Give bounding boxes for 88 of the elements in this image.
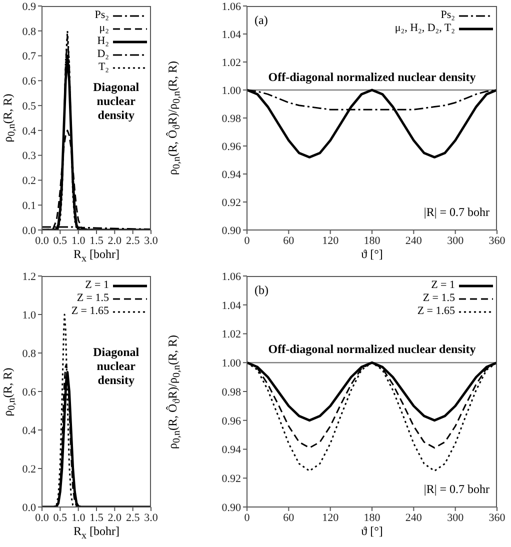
y-tick-label: 0.92 [222,473,241,486]
x-tick-label: 120 [322,512,340,524]
x-tick-label: 0 [244,234,250,247]
legend-label: Z = 1 [431,279,455,292]
y-tick-label: 1.00 [222,84,242,97]
x-axis-title: R$_{x}$ [bohr] [73,247,120,264]
y-tick-label: 0.96 [222,140,242,153]
x-tick-label: 1.0 [71,512,86,524]
y-tick-label: 1.02 [222,328,241,341]
x-tick-label: 3.0 [144,234,158,247]
y-tick-label: 0.90 [222,224,242,237]
x-tick-label: 240 [405,234,422,247]
x-tick-label: 180 [364,234,381,247]
x-tick-label: 240 [405,512,422,524]
x-tick-label: 0.0 [35,234,50,247]
x-axis-title: ϑ [°] [361,524,383,539]
x-tick-label: 1.0 [71,234,86,247]
legend-label: μ₂, H₂, D₂, T₂ [394,22,455,35]
legend-label: Z = 1.5 [76,292,109,305]
legend-label: Z = 1 [85,279,109,292]
x-tick-label: 300 [447,512,464,524]
y-tick-label: 0.2 [22,463,36,476]
legend-label: Z = 1.65 [71,305,109,318]
y-tick-label: 0.4 [22,424,36,437]
annotation: |R| = 0.7 bohr [424,482,490,496]
y-tick-label: 0.0 [22,502,36,514]
y-tick-label: 0.8 [22,26,36,38]
annotation: (a) [254,12,268,27]
y-tick-label: 0.5 [22,100,36,112]
y-tick-label: 0.94 [222,168,242,181]
y-tick-label: 0.94 [222,444,242,456]
x-tick-label: 0.5 [53,512,68,524]
x-tick-label: 0.0 [35,512,50,524]
y-tick-label: 0.92 [222,196,241,209]
x-tick-label: 180 [364,512,381,524]
y-tick-label: 0.9 [22,0,36,13]
y-tick-label: 0.8 [22,348,36,360]
x-tick-label: 360 [488,512,506,524]
x-tick-label: 2.5 [126,512,140,524]
y-tick-label: 1.0 [22,309,36,322]
annotation: Off-diagonal normalized nuclear density [268,342,476,356]
x-tick-label: 0 [244,512,250,524]
y-tick-label: 0.98 [222,386,242,398]
y-tick-label: 1.04 [222,28,242,41]
y-tick-label: 0.6 [22,386,36,398]
x-tick-label: 1.5 [90,512,104,524]
legend-label: Z = 1.5 [422,292,455,305]
y-tick-label: 1.04 [222,300,242,312]
legend-label: Ps₂ [440,9,455,22]
x-tick-label: 1.5 [90,234,104,247]
y-tick-label: 0.3 [22,150,36,162]
y-tick-label: 0.98 [222,112,242,125]
legend-label: H₂ [97,35,109,48]
y-tick-label: 0.6 [22,76,36,88]
x-tick-label: 300 [447,234,464,247]
y-tick-label: 0.2 [22,175,36,188]
y-tick-label: 0.0 [22,224,36,237]
x-tick-label: 3.0 [144,512,158,524]
y-tick-label: 1.06 [222,0,242,13]
x-tick-label: 60 [283,234,295,247]
x-tick-label: 0.5 [53,234,68,247]
x-tick-label: 2.0 [108,512,122,524]
legend-label: Ps₂ [94,9,109,22]
y-tick-label: 1.06 [222,270,242,283]
legend-label: T₂ [98,61,109,74]
annotation: |R| = 0.7 bohr [424,205,490,220]
x-tick-label: 360 [488,234,506,247]
y-tick-label: 1.00 [222,358,242,370]
y-tick-label: 0.90 [222,502,242,514]
y-tick-label: 1.2 [22,270,36,283]
legend-label: μ₂ [99,22,109,35]
y-tick-label: 0.7 [22,50,36,63]
y-tick-label: 1.02 [222,56,241,69]
legend-label: Z = 1.65 [417,305,455,318]
y-tick-label: 0.4 [22,125,36,138]
annotation: Off-diagonal normalized nuclear density [268,70,476,84]
legend-label: D₂ [97,48,109,61]
x-axis-title: R$_{x}$ [bohr] [73,524,120,542]
x-tick-label: 120 [322,234,340,247]
x-tick-label: 60 [283,512,295,524]
y-tick-label: 0.96 [222,415,242,428]
x-tick-label: 2.0 [108,234,122,247]
annotation: Diagonal nuclear density [92,80,140,122]
x-tick-label: 2.5 [126,234,140,247]
y-tick-label: 0.1 [22,200,36,212]
annotation: (b) [254,282,268,297]
annotation: Diagonal nuclear density [92,345,140,388]
x-axis-title: ϑ [°] [361,247,383,262]
